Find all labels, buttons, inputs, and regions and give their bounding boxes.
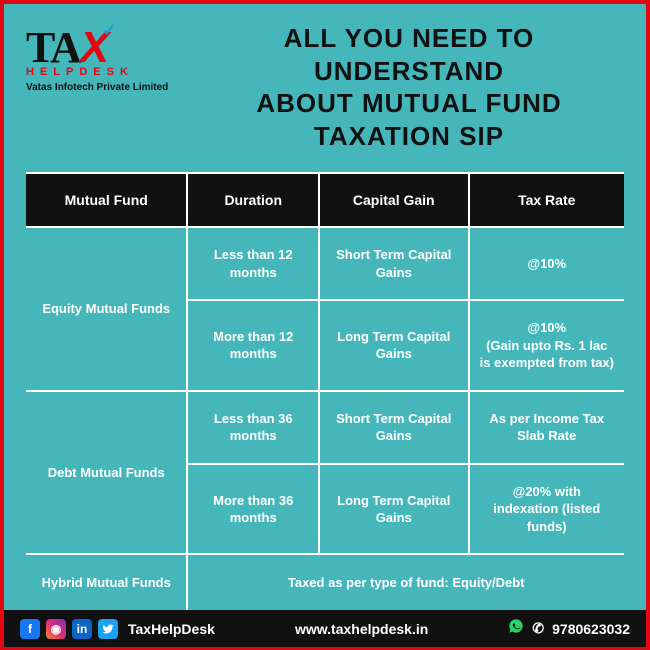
cell-rate: @10%(Gain upto Rs. 1 lac is exempted fro… [469, 300, 625, 391]
website[interactable]: www.taxhelpdesk.in [295, 621, 428, 637]
whatsapp-icon[interactable] [508, 618, 524, 639]
cell-rate: @20% with indexation (listed funds) [469, 464, 625, 555]
cell-fund-hybrid: Hybrid Mutual Funds [26, 554, 187, 610]
col-rate: Tax Rate [469, 173, 625, 227]
col-gain: Capital Gain [319, 173, 469, 227]
infographic-frame: TAX ✓ HELPDESK Vatas Infotech Private Li… [0, 0, 650, 650]
table-row: Equity Mutual Funds Less than 12 months … [26, 227, 624, 300]
table-header-row: Mutual Fund Duration Capital Gain Tax Ra… [26, 173, 624, 227]
tax-table: Mutual Fund Duration Capital Gain Tax Ra… [26, 172, 624, 610]
cell-rate: @10% [469, 227, 625, 300]
logo-wordmark: TAX ✓ [26, 22, 176, 70]
cell-gain: Long Term Capital Gains [319, 464, 469, 555]
title-line-2: ABOUT MUTUAL FUND TAXATION SIP [194, 87, 624, 152]
instagram-icon[interactable]: ◉ [46, 619, 66, 639]
twitter-icon[interactable] [98, 619, 118, 639]
cell-fund-debt: Debt Mutual Funds [26, 391, 187, 555]
social-block: f ◉ in TaxHelpDesk [20, 619, 215, 639]
footer: f ◉ in TaxHelpDesk www.taxhelpdesk.in ✆ … [4, 610, 646, 647]
cell-duration: More than 12 months [187, 300, 319, 391]
cell-duration: Less than 12 months [187, 227, 319, 300]
header: TAX ✓ HELPDESK Vatas Infotech Private Li… [4, 4, 646, 162]
logo-text-ta: TA [26, 23, 80, 72]
facebook-icon[interactable]: f [20, 619, 40, 639]
cell-gain: Short Term Capital Gains [319, 227, 469, 300]
page-title: ALL YOU NEED TO UNDERSTAND ABOUT MUTUAL … [194, 22, 624, 152]
cell-duration: Less than 36 months [187, 391, 319, 464]
linkedin-icon[interactable]: in [72, 619, 92, 639]
phone-icon: ✆ [532, 620, 544, 637]
cell-rate: As per Income Tax Slab Rate [469, 391, 625, 464]
cell-gain: Long Term Capital Gains [319, 300, 469, 391]
logo: TAX ✓ HELPDESK Vatas Infotech Private Li… [26, 22, 176, 93]
cell-fund-equity: Equity Mutual Funds [26, 227, 187, 391]
title-line-1: ALL YOU NEED TO UNDERSTAND [194, 22, 624, 87]
cell-duration: More than 36 months [187, 464, 319, 555]
phone-number[interactable]: 9780623032 [552, 621, 630, 637]
table-row: Debt Mutual Funds Less than 36 months Sh… [26, 391, 624, 464]
contact-block: ✆ 9780623032 [508, 618, 630, 639]
social-handle: TaxHelpDesk [128, 621, 215, 637]
cell-hybrid-span: Taxed as per type of fund: Equity/Debt [187, 554, 624, 610]
logo-company: Vatas Infotech Private Limited [26, 82, 176, 93]
check-icon: ✓ [102, 20, 117, 41]
cell-gain: Short Term Capital Gains [319, 391, 469, 464]
col-duration: Duration [187, 173, 319, 227]
table-row: Hybrid Mutual Funds Taxed as per type of… [26, 554, 624, 610]
col-fund: Mutual Fund [26, 173, 187, 227]
